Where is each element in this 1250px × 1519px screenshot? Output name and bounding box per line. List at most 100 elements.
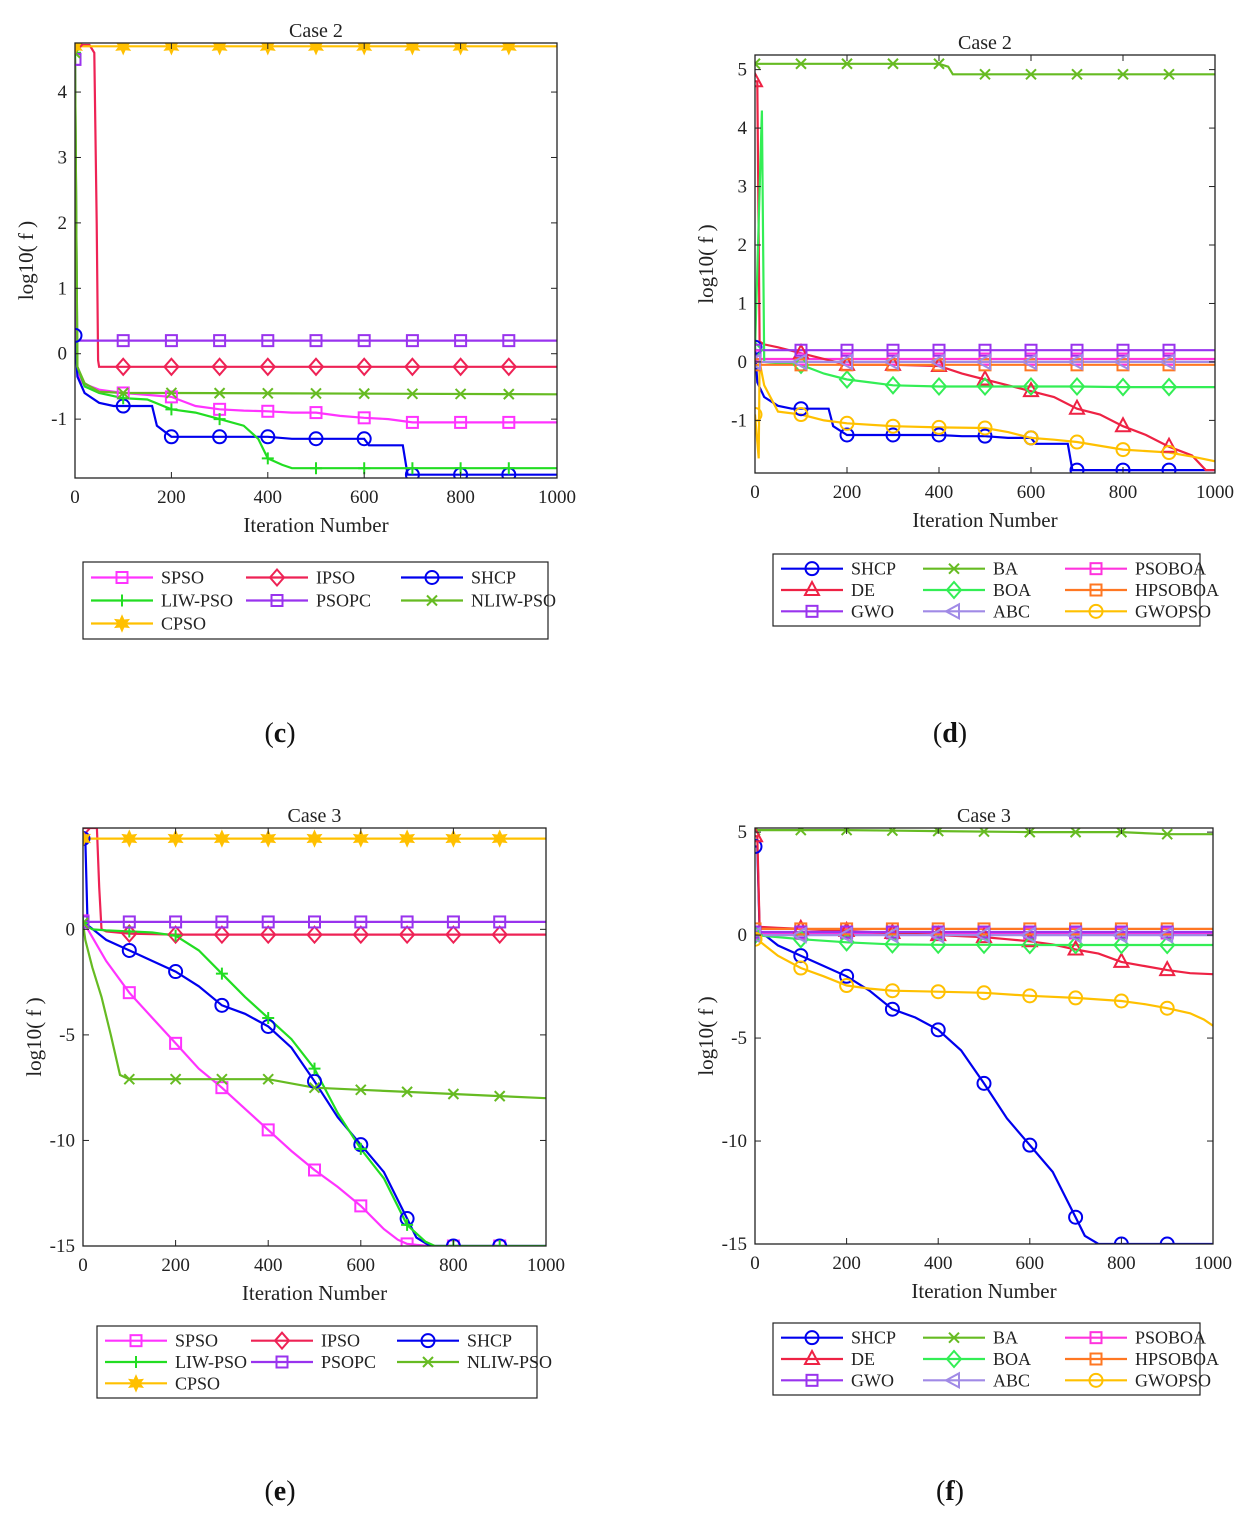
data-point-abc xyxy=(1111,926,1128,944)
caption-paren-close: ) xyxy=(286,1476,295,1507)
data-point-ipso xyxy=(404,357,421,377)
legend-entry-ba: BA xyxy=(923,1328,1018,1348)
data-point-shcp xyxy=(793,401,809,417)
legend-entry-spso: SPSO xyxy=(105,1331,218,1351)
data-point-cpso xyxy=(307,43,325,56)
data-point-shcp xyxy=(885,427,901,443)
data-point-nliw-pso xyxy=(165,387,178,399)
chart-panel-d: 0 200 400 600 800 1000 -1 0 1 2 3 4 5 Case 2 Iteration… xyxy=(694,32,1234,749)
caption-paren-close: ) xyxy=(958,718,967,749)
legend-marker xyxy=(943,1371,960,1390)
caption-letter: e xyxy=(274,1476,286,1507)
data-point-psopc xyxy=(116,334,130,348)
data-point-nliw-pso xyxy=(262,387,274,399)
series-line-shcp xyxy=(755,845,1213,1244)
data-point-gwo xyxy=(886,343,900,357)
data-point-liw-pso xyxy=(406,462,419,475)
series-group xyxy=(755,828,1213,1244)
data-point-gwopso xyxy=(931,419,947,435)
legend-entry-shcp: SHCP xyxy=(401,568,516,588)
data-point-psopc xyxy=(354,915,368,929)
data-point-ipso xyxy=(307,357,325,377)
legend-label: IPSO xyxy=(321,1331,360,1351)
legend-label: HPSOBOA xyxy=(1135,1349,1219,1369)
series-line-spso xyxy=(75,59,557,424)
y-tick-label: 2 xyxy=(738,235,748,256)
data-point-nliw-pso xyxy=(493,1090,506,1102)
data-point-spso xyxy=(309,406,323,420)
data-point-de xyxy=(1112,951,1131,968)
data-point-de xyxy=(976,369,994,386)
series-line-psopc xyxy=(75,59,557,342)
data-point-ba xyxy=(755,58,761,70)
legend-marker xyxy=(803,579,821,596)
data-point-shcp xyxy=(168,964,184,980)
legend: SHCP BA PSOBOA DE BOA HPSOBOA GWO ABC GWOPSO xyxy=(772,553,1219,627)
legend-entry-psoboa: PSOBOA xyxy=(1065,1328,1206,1348)
data-point-gwo xyxy=(1116,343,1130,357)
data-point-shcp xyxy=(1161,462,1177,473)
x-tick-label: 400 xyxy=(254,487,283,508)
legend-entry-ba: BA xyxy=(923,559,1018,579)
data-point-spso xyxy=(308,1163,321,1177)
data-point-gwo xyxy=(840,343,854,357)
data-point-gwopso xyxy=(755,931,763,947)
chart-title: Case 2 xyxy=(289,20,343,42)
series-line-shcp xyxy=(75,335,557,476)
data-point-gwopso xyxy=(1115,442,1131,458)
data-point-spso xyxy=(122,986,136,1000)
data-point-shcp xyxy=(308,431,324,447)
legend-marker xyxy=(268,567,286,588)
data-point-nliw-pso xyxy=(310,387,322,400)
data-point-psopc xyxy=(493,915,507,929)
data-point-nliw-pso xyxy=(216,1073,228,1085)
y-axis-label: log10( f ) xyxy=(694,224,718,303)
data-point-cpso xyxy=(211,43,228,56)
y-tick-label: -10 xyxy=(50,1130,75,1151)
y-tick-label: 0 xyxy=(58,344,68,365)
x-axis-label: Iteration Number xyxy=(912,508,1057,532)
data-point-gwopso xyxy=(839,415,855,431)
legend-entry-liw-pso: LIW-PSO xyxy=(91,591,233,611)
plot-frame xyxy=(82,827,547,1247)
data-point-shcp xyxy=(83,831,91,847)
data-point-ipso xyxy=(452,357,469,377)
data-point-boa xyxy=(1022,376,1040,396)
data-point-shcp xyxy=(445,1238,461,1246)
caption-paren-open: ( xyxy=(264,1476,273,1507)
legend-marker xyxy=(127,1374,145,1393)
data-point-cpso xyxy=(306,829,323,848)
legend-label: NLIW-PSO xyxy=(467,1352,552,1372)
data-point-shcp xyxy=(214,997,230,1013)
data-point-shcp xyxy=(163,429,179,445)
plot-frame xyxy=(754,54,1216,474)
data-point-nliw-pso xyxy=(401,1086,413,1098)
legend-marker xyxy=(945,580,963,600)
data-point-spso xyxy=(215,1081,229,1095)
x-tick-label: 600 xyxy=(1017,482,1046,503)
series-line-de xyxy=(755,80,1215,472)
x-tick-label: 0 xyxy=(70,487,80,508)
data-point-gwopso xyxy=(884,983,900,999)
x-tick-label: 800 xyxy=(1107,1253,1136,1274)
legend-marker xyxy=(803,1348,821,1365)
legend-label: NLIW-PSO xyxy=(471,591,556,611)
legend-entry-cpso: CPSO xyxy=(105,1373,220,1393)
data-point-shcp xyxy=(930,1022,946,1038)
data-point-ipso xyxy=(259,925,277,945)
data-point-liw-pso xyxy=(310,462,322,475)
x-tick-label: 1000 xyxy=(1196,482,1234,503)
legend-entry-spso: SPSO xyxy=(91,568,204,588)
data-point-ipso xyxy=(491,925,509,945)
data-point-abc xyxy=(928,926,945,944)
data-point-nliw-pso xyxy=(447,1088,460,1100)
legend-label: DE xyxy=(851,1349,875,1369)
y-axis-label: log10( f ) xyxy=(14,221,38,300)
series-line-liw-pso xyxy=(83,922,546,1246)
data-point-abc xyxy=(974,353,991,371)
legend-marker xyxy=(804,1330,820,1346)
data-point-psopc xyxy=(215,915,229,929)
x-tick-label: 400 xyxy=(254,1255,283,1276)
data-point-liw-pso xyxy=(261,452,274,465)
x-tick-label: 200 xyxy=(833,482,862,503)
